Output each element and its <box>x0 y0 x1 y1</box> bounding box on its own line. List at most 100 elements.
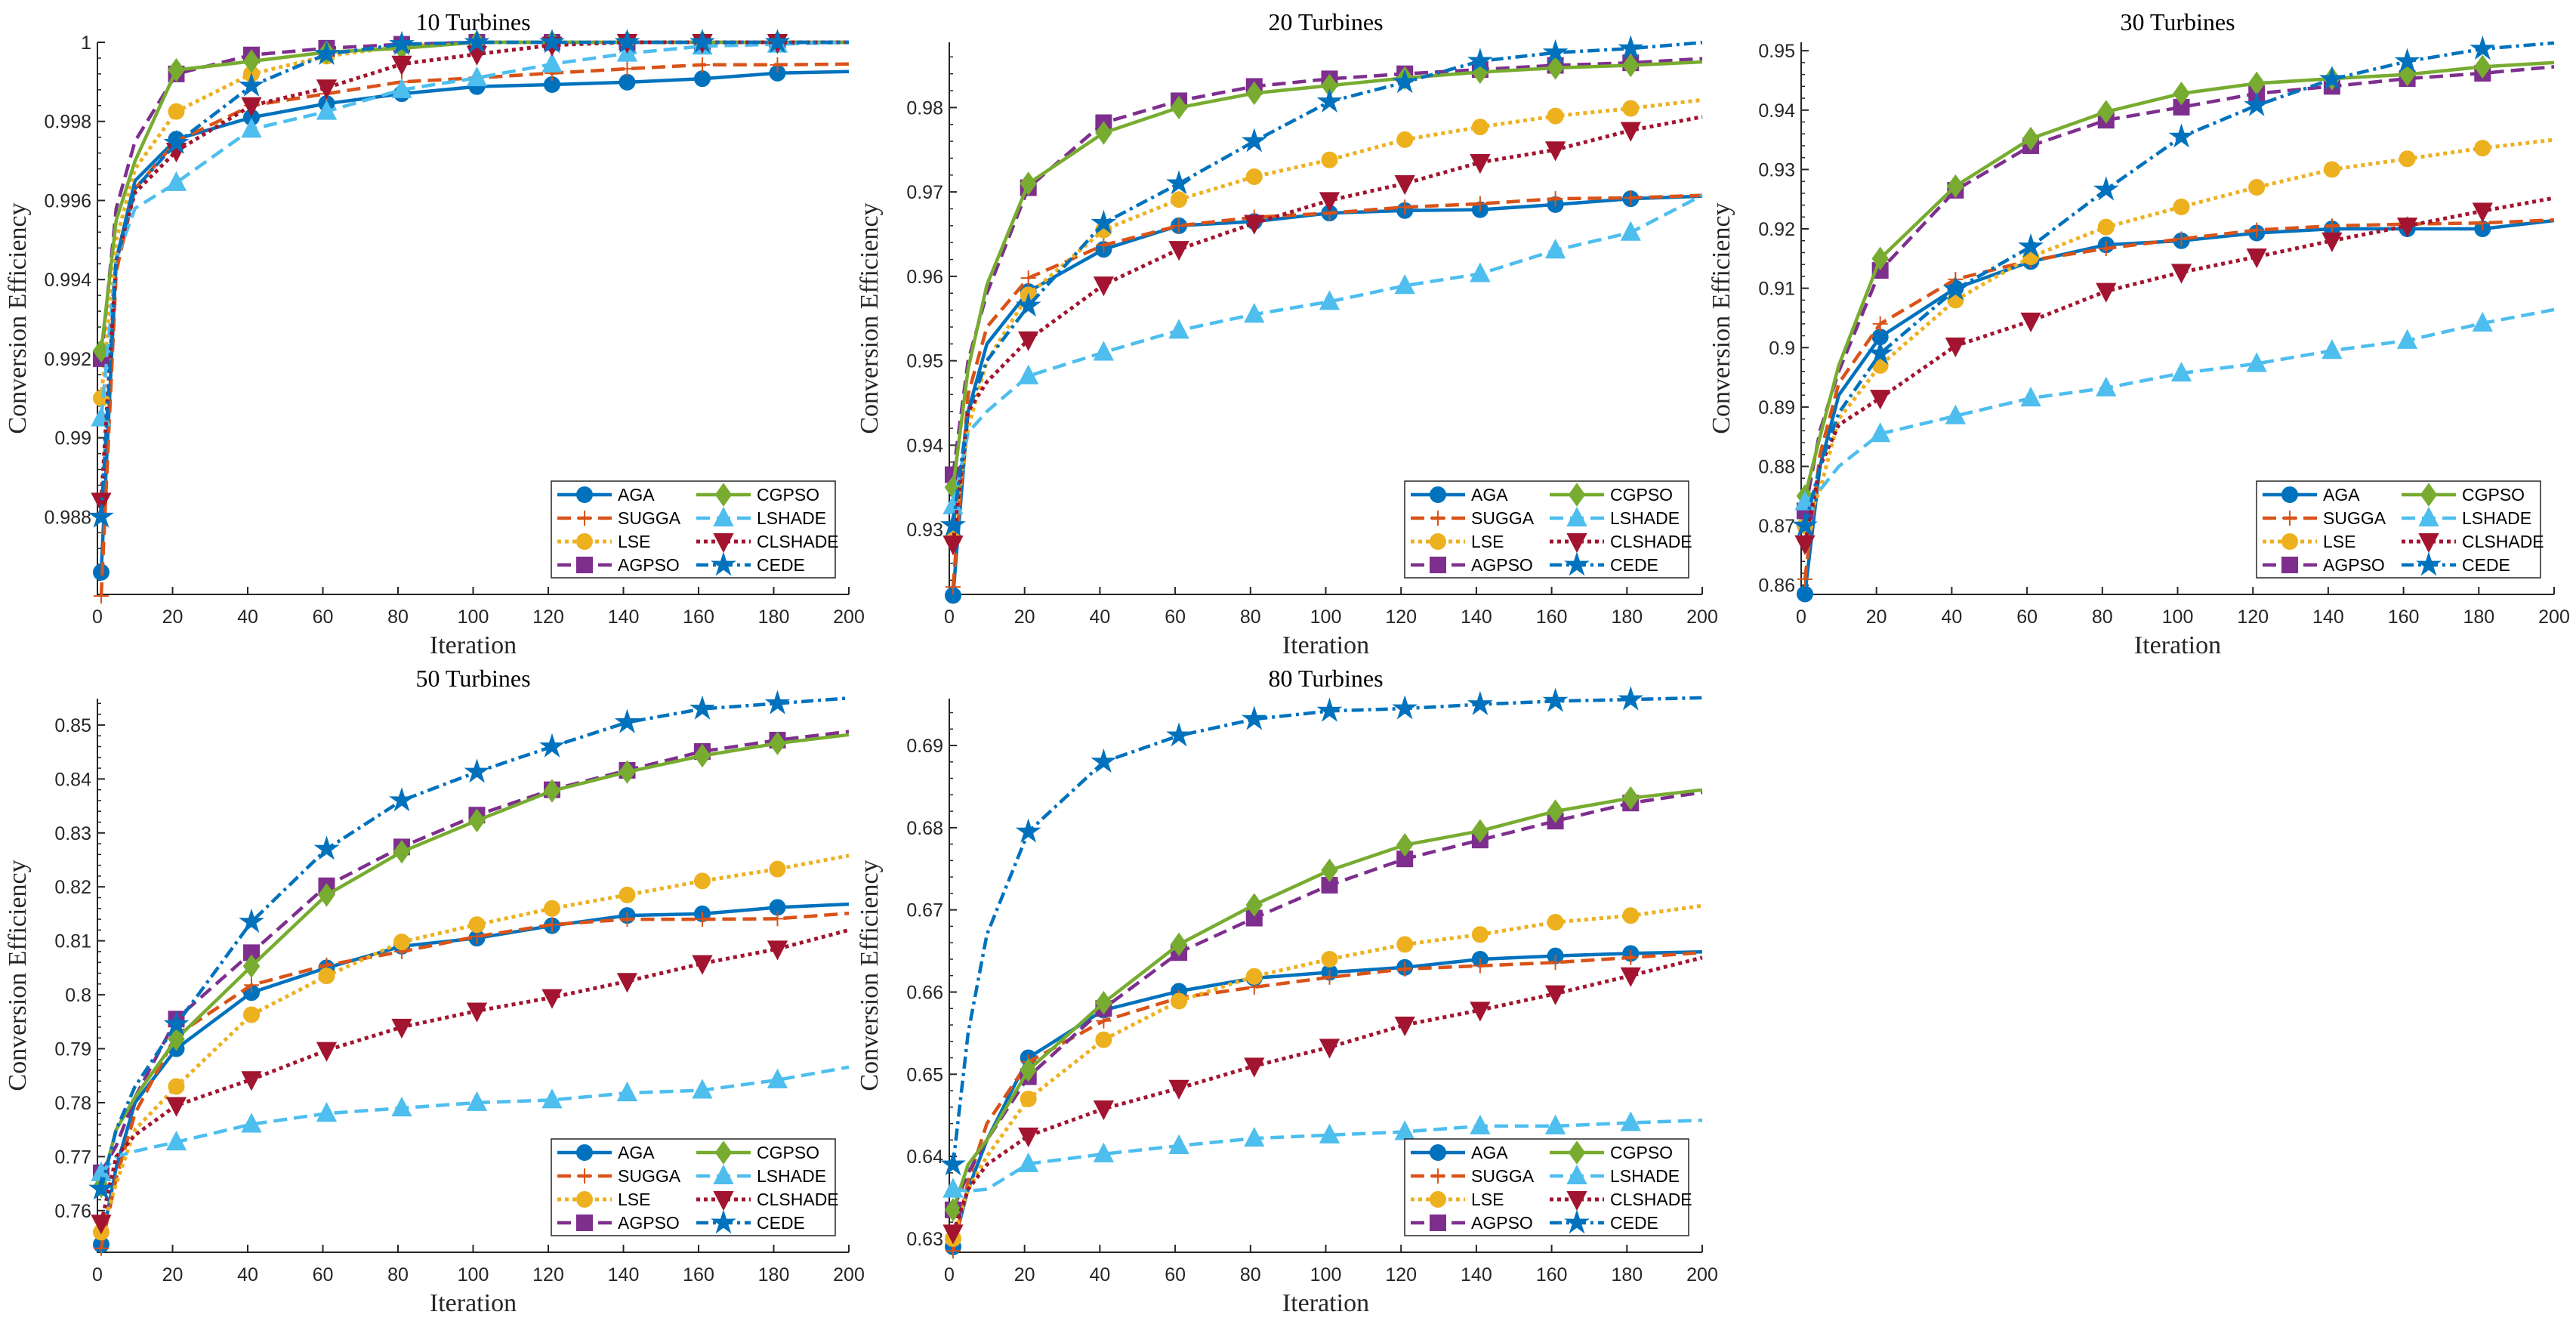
data-point <box>942 535 964 556</box>
data-point <box>544 917 560 933</box>
y-tick-label: 0.66 <box>906 982 943 1003</box>
y-axis-label: Conversion Efficiency <box>856 860 884 1091</box>
data-point <box>391 1018 412 1039</box>
legend-marker <box>576 1191 593 1208</box>
data-point <box>318 968 335 985</box>
chart-2: 0 20 40 60 80 100 120 140 160 180 200 0.86 0.87 0.88 0… <box>1708 8 2570 659</box>
legend-marker <box>713 533 734 554</box>
legend-item-agpso: AGPSO <box>557 1213 680 1233</box>
data-point <box>614 708 640 733</box>
data-point <box>2248 178 2266 196</box>
data-point <box>163 1011 190 1036</box>
legend-label: CGPSO <box>757 1143 819 1162</box>
legend-item-sugga: SUGGA <box>2263 508 2386 528</box>
y-tick-label: 0.94 <box>1758 100 1795 122</box>
y-tick-label: 0.97 <box>906 182 943 203</box>
data-point <box>1472 196 1488 211</box>
data-point <box>2474 54 2491 79</box>
data-point <box>1166 722 1192 747</box>
data-point <box>1321 151 1338 168</box>
data-point <box>1792 512 1818 537</box>
legend-label: CLSHADE <box>1610 532 1692 551</box>
y-tick-label: 0.77 <box>54 1147 91 1168</box>
x-tick-label: 60 <box>2016 606 2038 628</box>
legend-label: SUGGA <box>618 1166 681 1186</box>
series-lse <box>1796 137 2555 535</box>
x-tick-label: 180 <box>758 606 790 628</box>
x-tick-label: 80 <box>1240 606 1261 628</box>
x-tick-label: 0 <box>92 1264 103 1286</box>
legend: AGA SUGGA LSE AGPSO CGPSO LSHADE CLSHADE CEDE <box>1404 1138 1692 1236</box>
data-point <box>944 1198 962 1222</box>
legend-marker <box>1564 1209 1590 1234</box>
data-point <box>1547 56 1564 80</box>
data-point <box>1623 190 1639 205</box>
legend-marker <box>1430 533 1446 550</box>
data-point <box>541 1088 563 1109</box>
y-tick-label: 0.69 <box>906 736 943 757</box>
legend-item-clshade: CLSHADE <box>2402 532 2544 554</box>
data-point <box>1096 237 1112 253</box>
data-point <box>1392 695 1418 720</box>
legend-item-sugga: SUGGA <box>1411 1166 1535 1186</box>
y-tick-label: 0.94 <box>906 435 943 456</box>
data-point <box>241 97 262 117</box>
x-tick-label: 200 <box>833 1264 865 1286</box>
data-point <box>1245 168 1263 186</box>
data-point <box>239 908 264 934</box>
chart-1: 0 20 40 60 80 100 120 140 160 180 200 0.93 0.94 0.95 0… <box>856 8 1718 659</box>
data-point <box>1168 1134 1189 1154</box>
y-tick-label: 0.84 <box>54 769 91 790</box>
legend-marker <box>2416 551 2442 576</box>
legend-marker <box>1566 1191 1587 1211</box>
data-point <box>539 29 565 54</box>
data-point <box>619 73 636 91</box>
data-point <box>1794 535 1816 555</box>
series-line <box>951 60 1703 488</box>
legend-marker <box>1566 1164 1587 1184</box>
legend: AGA SUGGA LSE AGPSO CGPSO LSHADE CLSHADE CEDE <box>551 1138 839 1236</box>
legend-item-aga: AGA <box>1411 485 1508 505</box>
data-point <box>770 57 785 73</box>
data-point <box>468 916 486 934</box>
x-tick-label: 20 <box>1866 606 1887 628</box>
data-point <box>2470 35 2496 60</box>
legend-item-aga: AGA <box>1411 1143 1508 1162</box>
x-tick-label: 120 <box>1385 1264 1417 1286</box>
data-point <box>318 883 335 907</box>
series-line <box>99 696 850 1190</box>
y-tick-label: 0.92 <box>1758 219 1795 240</box>
data-point <box>1542 39 1569 64</box>
legend-item-cede: CEDE <box>2402 551 2510 576</box>
legend-marker <box>2281 486 2298 503</box>
y-tick-label: 0.88 <box>1758 456 1795 477</box>
legend-label: SUGGA <box>1471 1166 1535 1186</box>
data-point <box>1544 239 1566 259</box>
y-tick-label: 0.93 <box>1758 159 1795 181</box>
data-point <box>88 1175 114 1200</box>
data-point <box>242 49 261 73</box>
data-point <box>165 1097 187 1117</box>
data-point <box>92 338 110 363</box>
data-point <box>1020 1058 1037 1082</box>
data-point <box>2244 91 2270 116</box>
legend-marker <box>2281 533 2298 550</box>
y-tick-label: 0.85 <box>54 715 91 736</box>
legend-label: CEDE <box>757 555 805 575</box>
x-tick-label: 40 <box>1941 606 1962 628</box>
data-point <box>464 758 490 783</box>
data-point <box>1396 131 1414 148</box>
data-point <box>1093 341 1115 361</box>
data-point <box>241 1113 262 1133</box>
data-point <box>91 1215 112 1235</box>
data-point <box>1170 932 1188 957</box>
legend-item-sugga: SUGGA <box>557 1166 681 1186</box>
data-point <box>690 29 715 54</box>
legend-marker <box>711 551 736 576</box>
data-point <box>1470 1114 1491 1134</box>
legend-label: CEDE <box>1610 1213 1658 1233</box>
legend-item-lshade: LSHADE <box>696 1164 826 1186</box>
data-point <box>1321 858 1338 883</box>
legend-item-lse: LSE <box>557 532 650 551</box>
x-tick-label: 120 <box>1385 606 1417 628</box>
